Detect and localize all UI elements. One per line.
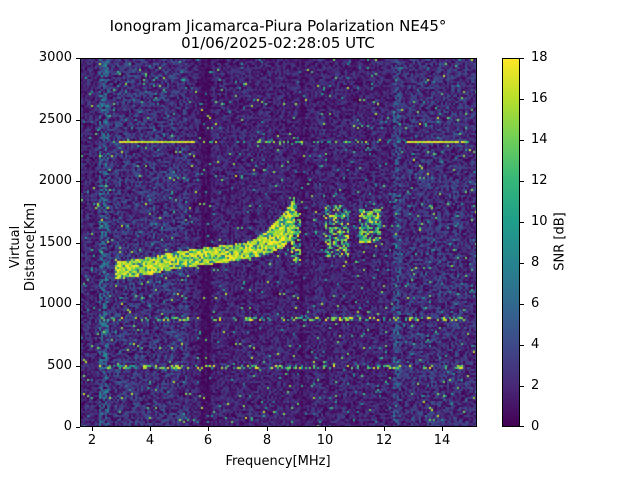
colorbar-tick-label: 4 (531, 337, 540, 352)
colorbar-tick-label: 0 (531, 419, 540, 434)
colorbar-tick-label: 18 (531, 50, 548, 65)
x-axis-label: Frequency[MHz] (225, 454, 331, 469)
y-tick-label: 500 (47, 358, 72, 373)
x-tick-mark (442, 427, 443, 431)
colorbar-label: SNR [dB] (552, 212, 568, 271)
colorbar-tick-mark (520, 345, 524, 346)
x-tick-mark (325, 427, 326, 431)
x-tick-label: 14 (433, 433, 451, 448)
y-tick-mark (76, 427, 80, 428)
colorbar-tick-mark (520, 263, 524, 264)
colorbar-tick-label: 8 (531, 255, 540, 270)
colorbar (502, 58, 520, 427)
y-tick-mark (76, 304, 80, 305)
y-tick-label: 1500 (38, 235, 72, 250)
colorbar-tick-mark (520, 222, 524, 223)
colorbar-tick-mark (520, 140, 524, 141)
colorbar-tick-label: 12 (531, 173, 548, 188)
y-tick-mark (76, 181, 80, 182)
x-tick-label: 4 (145, 433, 155, 448)
y-tick-mark (76, 58, 80, 59)
colorbar-tick-label: 14 (531, 132, 548, 147)
y-tick-label: 1000 (38, 296, 72, 311)
y-tick-label: 2500 (38, 112, 72, 127)
x-tick-mark (384, 427, 385, 431)
chart-title: Ionogram Jicamarca-Piura Polarization NE… (109, 17, 447, 35)
x-tick-label: 12 (375, 433, 393, 448)
colorbar-tick-label: 2 (531, 378, 540, 393)
x-tick-label: 2 (87, 433, 97, 448)
x-tick-label: 10 (316, 433, 334, 448)
y-tick-mark (76, 366, 80, 367)
y-tick-label: 0 (63, 419, 72, 434)
x-tick-mark (208, 427, 209, 431)
x-tick-mark (150, 427, 151, 431)
heatmap-canvas (81, 59, 476, 426)
colorbar-tick-label: 6 (531, 296, 540, 311)
y-tick-label: 3000 (38, 50, 72, 65)
colorbar-tick-mark (520, 426, 524, 427)
ionogram-heatmap (80, 58, 477, 427)
y-tick-label: 2000 (38, 173, 72, 188)
colorbar-tick-mark (520, 181, 524, 182)
x-tick-label: 6 (203, 433, 213, 448)
chart-subtitle: 01/06/2025-02:28:05 UTC (181, 34, 375, 52)
colorbar-tick-mark (520, 99, 524, 100)
colorbar-tick-mark (520, 386, 524, 387)
colorbar-tick-label: 10 (531, 214, 548, 229)
y-tick-mark (76, 243, 80, 244)
colorbar-tick-mark (520, 304, 524, 305)
colorbar-tick-mark (520, 58, 524, 59)
x-tick-label: 8 (262, 433, 272, 448)
x-tick-mark (267, 427, 268, 431)
x-tick-mark (92, 427, 93, 431)
colorbar-tick-label: 16 (531, 91, 548, 106)
y-tick-mark (76, 120, 80, 121)
